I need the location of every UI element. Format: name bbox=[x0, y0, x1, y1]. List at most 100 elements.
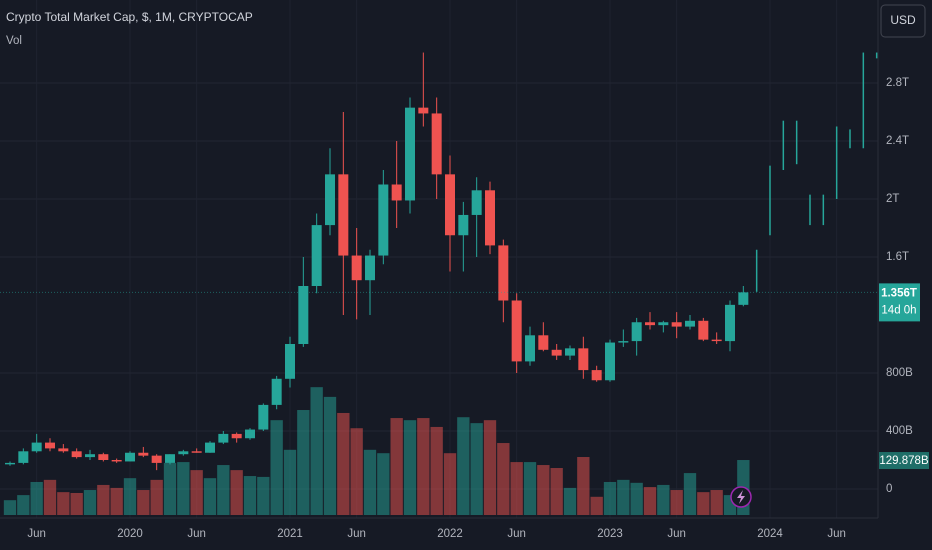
volume-bar bbox=[3, 500, 17, 515]
volume-bar bbox=[643, 487, 657, 515]
candle-body bbox=[165, 454, 175, 463]
volume-bar bbox=[43, 479, 57, 515]
x-tick-label: Jun bbox=[667, 528, 686, 540]
last-price-label: 1.356T bbox=[881, 287, 917, 299]
volume-bar bbox=[403, 420, 417, 515]
candle-body bbox=[365, 255, 375, 281]
x-tick-label: 2023 bbox=[597, 528, 623, 540]
candle-body bbox=[231, 433, 242, 439]
volume-bar bbox=[203, 478, 217, 515]
candle-body bbox=[245, 429, 255, 439]
volume-bar bbox=[163, 462, 177, 515]
volume-bar bbox=[377, 453, 390, 515]
candle-body bbox=[218, 433, 229, 443]
last-price-box bbox=[879, 283, 920, 322]
volume-bar bbox=[683, 473, 697, 515]
volume-bar bbox=[230, 470, 243, 515]
volume-bar bbox=[510, 462, 523, 515]
volume-bar bbox=[283, 449, 297, 515]
candle-body bbox=[498, 245, 509, 301]
candle-body bbox=[725, 304, 735, 342]
candle-body bbox=[378, 184, 389, 256]
candle-body bbox=[98, 454, 109, 460]
alert-bolt bbox=[737, 490, 745, 504]
candle-body bbox=[58, 448, 69, 452]
candle-body bbox=[125, 452, 135, 462]
volume-bar bbox=[137, 490, 150, 515]
candle-body bbox=[18, 451, 29, 463]
candle-body bbox=[538, 335, 549, 350]
volume-bar bbox=[483, 420, 497, 515]
candle-body bbox=[591, 370, 602, 381]
volume-bar bbox=[83, 490, 97, 515]
volume-bar bbox=[97, 484, 110, 515]
candle-body bbox=[5, 462, 15, 465]
y-tick-label: 800B bbox=[886, 367, 913, 379]
volume-bar bbox=[470, 423, 483, 515]
chart-title: Crypto Total Market Cap, $, 1M, CRYPTOCA… bbox=[6, 10, 253, 24]
candle-body bbox=[511, 300, 522, 362]
volume-bar bbox=[457, 417, 470, 515]
candle-body bbox=[525, 335, 535, 362]
x-tick-label: Jun bbox=[187, 528, 206, 540]
volume-bar bbox=[217, 465, 230, 515]
x-tick-label: 2024 bbox=[757, 528, 783, 540]
x-tick-label: 2022 bbox=[437, 528, 463, 540]
candle-body bbox=[311, 225, 322, 286]
volume-bar bbox=[57, 492, 70, 515]
candle-body bbox=[285, 344, 295, 379]
candle-body bbox=[631, 322, 642, 342]
volume-bar bbox=[17, 495, 30, 515]
candle-body bbox=[391, 184, 402, 201]
candle-body bbox=[458, 214, 469, 236]
volume-bar bbox=[70, 492, 83, 515]
volume-bar bbox=[123, 478, 137, 515]
y-tick-label: 400B bbox=[886, 425, 913, 437]
candle-body bbox=[325, 174, 335, 226]
volume-bar bbox=[417, 418, 430, 515]
x-tick-label: Jun bbox=[827, 528, 846, 540]
volume-bar bbox=[550, 468, 563, 515]
candle-body bbox=[191, 451, 202, 453]
candle-body bbox=[405, 107, 415, 201]
volume-bar bbox=[590, 496, 603, 515]
candle-body bbox=[178, 451, 189, 455]
volume-bar bbox=[190, 470, 203, 515]
volume-bar bbox=[297, 410, 310, 515]
volume-bar bbox=[443, 453, 457, 515]
currency-button[interactable] bbox=[880, 4, 926, 38]
candle-body bbox=[698, 320, 709, 340]
candle-body bbox=[605, 342, 615, 381]
candle-body bbox=[271, 378, 282, 405]
candle-body bbox=[485, 190, 495, 246]
candle-body bbox=[658, 322, 669, 326]
x-tick-label: Jun bbox=[507, 528, 526, 540]
countdown-label: 14d 0h bbox=[881, 304, 916, 316]
volume-bar bbox=[150, 479, 163, 515]
candle-body bbox=[711, 339, 722, 342]
candle-body bbox=[618, 341, 629, 343]
candle-body bbox=[645, 322, 655, 326]
candle-body bbox=[205, 442, 215, 453]
volume-label-box bbox=[879, 452, 929, 470]
volume-bar bbox=[337, 412, 350, 515]
volume-bar bbox=[363, 449, 377, 515]
volume-bar bbox=[537, 465, 550, 515]
candle-body bbox=[71, 451, 82, 458]
volume-bar bbox=[697, 492, 710, 515]
candle-body bbox=[578, 348, 589, 371]
y-tick-label: 2T bbox=[886, 193, 899, 205]
candle-body bbox=[445, 174, 455, 236]
volume-bar bbox=[523, 462, 537, 515]
volume-title: Vol bbox=[6, 35, 22, 47]
volume-bar bbox=[390, 418, 403, 515]
candle-body bbox=[31, 442, 42, 452]
currency-label[interactable]: USD bbox=[890, 13, 916, 27]
volume-bar bbox=[177, 462, 190, 515]
candle-body bbox=[565, 348, 575, 356]
volume-bar bbox=[323, 396, 337, 515]
candle-body bbox=[471, 190, 482, 215]
candle-body bbox=[418, 107, 429, 114]
candle-body bbox=[45, 442, 55, 449]
volume-bar bbox=[577, 457, 590, 515]
